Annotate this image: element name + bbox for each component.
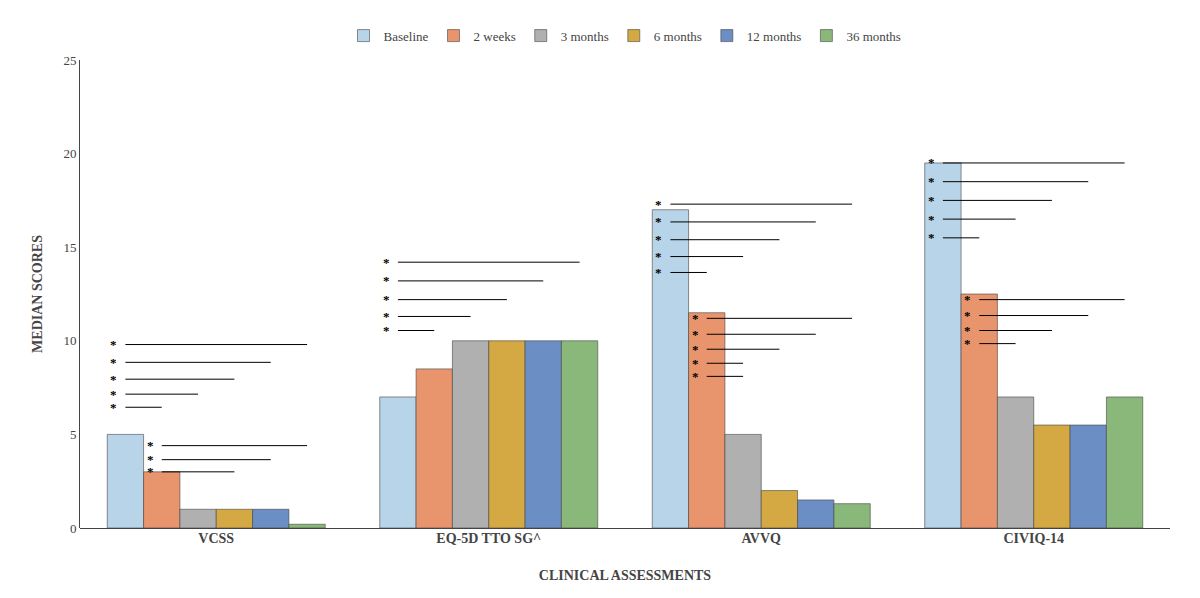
svg-text:*: * — [110, 372, 117, 387]
svg-text:CIVIQ-14: CIVIQ-14 — [1003, 531, 1064, 546]
svg-text:*: * — [110, 387, 117, 402]
svg-text:*: * — [655, 214, 662, 229]
svg-text:*: * — [692, 342, 699, 357]
svg-text:0: 0 — [70, 521, 77, 536]
svg-text:Baseline: Baseline — [384, 29, 429, 44]
svg-text:*: * — [383, 255, 390, 270]
svg-text:*: * — [383, 292, 390, 307]
svg-text:AVVQ: AVVQ — [742, 531, 782, 546]
svg-text:*: * — [147, 464, 154, 479]
svg-text:*: * — [655, 197, 662, 212]
svg-text:*: * — [692, 369, 699, 384]
svg-text:*: * — [383, 323, 390, 338]
svg-text:CLINICAL ASSESSMENTS: CLINICAL ASSESSMENTS — [539, 568, 712, 583]
svg-text:*: * — [147, 438, 154, 453]
svg-text:*: * — [110, 400, 117, 415]
svg-text:5: 5 — [70, 427, 77, 442]
svg-text:12 months: 12 months — [747, 29, 802, 44]
svg-text:25: 25 — [63, 53, 76, 68]
svg-text:15: 15 — [63, 240, 76, 255]
svg-text:*: * — [110, 337, 117, 352]
svg-text:20: 20 — [63, 146, 76, 161]
svg-text:EQ-5D TTO SG^: EQ-5D TTO SG^ — [436, 531, 541, 546]
svg-text:*: * — [110, 355, 117, 370]
svg-text:*: * — [655, 249, 662, 264]
svg-text:MEDIAN SCORES: MEDIAN SCORES — [30, 235, 45, 353]
svg-text:*: * — [692, 356, 699, 371]
svg-text:*: * — [147, 452, 154, 467]
svg-text:*: * — [692, 311, 699, 326]
svg-text:*: * — [964, 336, 971, 351]
svg-text:VCSS: VCSS — [198, 531, 234, 546]
svg-text:10: 10 — [63, 333, 76, 348]
svg-text:*: * — [692, 327, 699, 342]
svg-text:*: * — [964, 308, 971, 323]
svg-text:*: * — [928, 230, 935, 245]
svg-text:*: * — [964, 292, 971, 307]
svg-text:*: * — [928, 155, 935, 170]
svg-text:*: * — [383, 309, 390, 324]
svg-text:6 months: 6 months — [654, 29, 702, 44]
svg-text:3 months: 3 months — [561, 29, 609, 44]
svg-text:2 weeks: 2 weeks — [473, 29, 515, 44]
svg-text:*: * — [928, 193, 935, 208]
svg-text:*: * — [928, 174, 935, 189]
svg-text:*: * — [928, 212, 935, 227]
svg-text:*: * — [655, 265, 662, 280]
svg-text:*: * — [655, 232, 662, 247]
svg-text:36 months: 36 months — [846, 29, 901, 44]
svg-text:*: * — [383, 273, 390, 288]
svg-text:*: * — [964, 323, 971, 338]
